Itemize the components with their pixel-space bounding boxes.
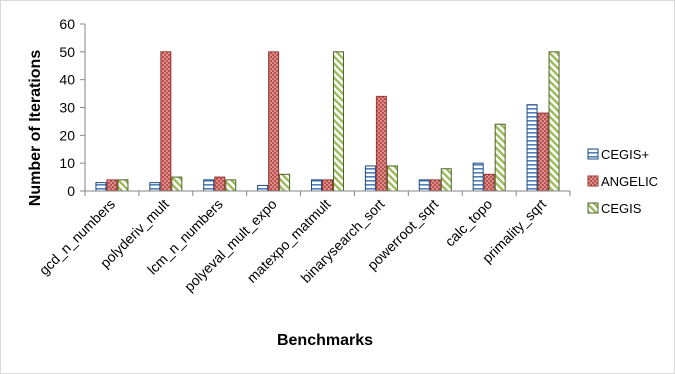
legend-swatch-cegis bbox=[587, 202, 599, 214]
legend: CEGIS+ ANGELIC CEGIS bbox=[587, 147, 658, 216]
bar-cegis-calc-topo bbox=[494, 123, 506, 192]
bar-cegis--polyeval-mult-expo bbox=[257, 184, 269, 192]
bar-cegis-binarysearch-sort bbox=[386, 165, 398, 192]
y-tick-label: 20 bbox=[59, 127, 75, 143]
bar-angelic-calc-topo bbox=[483, 173, 495, 192]
y-tick-label: 60 bbox=[59, 16, 75, 32]
bar-angelic-polyderiv-mult bbox=[160, 51, 172, 192]
bars bbox=[95, 51, 560, 192]
bar-angelic-matexpo-matmult bbox=[322, 179, 333, 192]
bar-angelic-primality-sqrt bbox=[537, 112, 549, 192]
y-tick-label: 40 bbox=[59, 72, 75, 88]
bar-cegis-gcd-n-numbers bbox=[117, 179, 129, 192]
y-axis-title: Number of Iterations bbox=[27, 50, 44, 207]
bar-angelic-powerroot-sqrt bbox=[429, 179, 441, 192]
bar-cegis-polyderiv-mult bbox=[171, 176, 183, 192]
y-tick-label: 10 bbox=[59, 155, 75, 171]
bar-cegis-matexpo-matmult bbox=[333, 51, 344, 192]
legend-label: CEGIS+ bbox=[601, 147, 649, 162]
legend-label: ANGELIC bbox=[601, 174, 658, 189]
y-tick-label: 50 bbox=[59, 44, 75, 60]
bar-cegis--polyderiv-mult bbox=[149, 182, 161, 192]
bar-angelic-binarysearch-sort bbox=[375, 95, 387, 192]
bar-cegis-polyeval-mult-expo bbox=[279, 173, 291, 192]
bar-cegis--lcm-n-numbers bbox=[203, 179, 215, 192]
legend-swatch-cegis- bbox=[587, 148, 599, 160]
bar-cegis-lcm-n-numbers bbox=[225, 179, 237, 192]
bar-cegis-powerroot-sqrt bbox=[440, 168, 452, 192]
bar-angelic-lcm-n-numbers bbox=[214, 176, 226, 192]
x-axis-title: Benchmarks bbox=[277, 332, 373, 349]
legend-swatch-angelic bbox=[587, 175, 599, 187]
bar-cegis--calc-topo bbox=[472, 162, 484, 192]
bar-cegis-primality-sqrt bbox=[548, 51, 560, 192]
bar-angelic-polyeval-mult-expo bbox=[268, 51, 280, 192]
bar-cegis--primality-sqrt bbox=[526, 104, 538, 192]
y-tick-label: 30 bbox=[59, 100, 75, 116]
bar-angelic-gcd-n-numbers bbox=[106, 179, 118, 192]
y-tick-label: 0 bbox=[67, 183, 75, 199]
y-axis-ticks: 0 10 20 30 40 50 60 bbox=[59, 16, 85, 199]
bar-cegis--powerroot-sqrt bbox=[418, 179, 430, 192]
bar-cegis--gcd-n-numbers bbox=[95, 182, 107, 192]
bar-cegis--matexpo-matmult bbox=[311, 179, 322, 192]
legend-label: CEGIS bbox=[601, 201, 642, 216]
bar-cegis--binarysearch-sort bbox=[364, 165, 376, 192]
